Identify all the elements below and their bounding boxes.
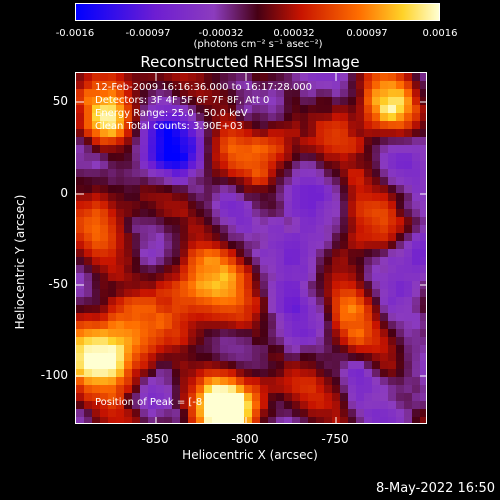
x-axis-label: Heliocentric X (arcsec): [182, 448, 318, 462]
y-tick-label: -50: [48, 277, 68, 291]
colorbar-tick: -0.0016: [55, 28, 95, 39]
rhessi-image: [75, 72, 427, 424]
colorbar-tick: 0.0016: [422, 28, 458, 39]
y-tick-label: 0: [60, 186, 68, 200]
colorbar-tick: -0.00097: [125, 28, 171, 39]
colorbar-tick: -0.00032: [198, 28, 244, 39]
x-tick-label: -800: [231, 432, 259, 446]
y-axis-label: Heliocentric Y (arcsec): [13, 194, 27, 330]
info-time-range: 12-Feb-2009 16:16:36.000 to 16:17:28.000: [95, 82, 313, 93]
x-tick-label: -750: [321, 432, 349, 446]
colorbar-tick: 0.00097: [346, 28, 388, 39]
y-tick-label: -100: [40, 368, 68, 382]
colorbar-units: (photons cm⁻² s⁻¹ asec⁻²): [193, 39, 323, 50]
info-total-counts: Clean Total counts: 3.90E+03: [95, 121, 243, 132]
timestamp: 8-May-2022 16:50: [376, 481, 495, 496]
peak-position: Position of Peak = [-8: [95, 397, 203, 408]
heatmap-image: [76, 73, 426, 423]
y-tick-label: 50: [52, 94, 68, 108]
info-detectors: Detectors: 3F 4F 5F 6F 7F 8F, Att 0: [95, 95, 270, 106]
colorbar-tick: 0.00032: [273, 28, 315, 39]
info-energy-range: Energy Range: 25.0 - 50.0 keV: [95, 108, 248, 119]
colorbar: [75, 3, 440, 21]
x-tick-label: -850: [141, 432, 169, 446]
image-title: Reconstructed RHESSI Image: [140, 53, 360, 71]
